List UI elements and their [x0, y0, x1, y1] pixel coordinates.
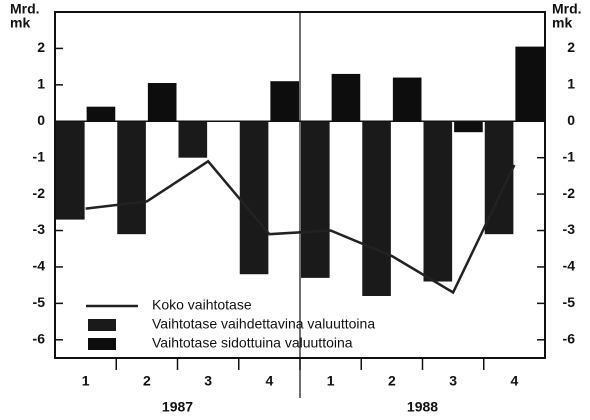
- bar: [331, 73, 361, 122]
- bar: [178, 121, 208, 158]
- bar: [301, 121, 330, 278]
- y-tick-label: -1: [33, 148, 46, 164]
- x-tick-label: 4: [510, 373, 518, 389]
- legend-swatch: [88, 319, 116, 331]
- y-axis-label-right: mk: [552, 15, 572, 31]
- y-tick-label: -6: [33, 330, 46, 346]
- y-tick-label: 1: [37, 76, 45, 92]
- y-tick-label-right: -2: [563, 185, 576, 201]
- y-tick-label-right: 0: [567, 112, 575, 128]
- bar: [423, 121, 453, 282]
- bar: [56, 121, 85, 220]
- y-tick-label-right: -4: [563, 258, 576, 274]
- x-tick-label: 1: [327, 373, 335, 389]
- bar: [454, 121, 483, 133]
- y-tick-label: -4: [33, 258, 46, 274]
- bar: [515, 46, 544, 122]
- x-group-label: 1987: [162, 399, 193, 415]
- legend-label: Koko vaihtotase: [152, 297, 252, 313]
- y-tick-label-right: 2: [567, 39, 575, 55]
- x-tick-label: 4: [265, 373, 273, 389]
- x-tick-label: 1: [82, 373, 90, 389]
- y-tick-label-right: -3: [563, 221, 576, 237]
- y-tick-label-right: -1: [563, 148, 576, 164]
- x-tick-label: 2: [143, 373, 151, 389]
- y-tick-label: -3: [33, 221, 46, 237]
- y-tick-label-right: 1: [567, 76, 575, 92]
- x-tick-label: 3: [204, 373, 212, 389]
- y-axis-label: Mrd.: [10, 1, 40, 17]
- y-tick-label-right: -5: [563, 294, 576, 310]
- y-axis-label-right: Mrd.: [552, 1, 582, 17]
- x-group-label: 1988: [407, 399, 438, 415]
- bar: [362, 121, 391, 300]
- y-axis-label: mk: [10, 15, 30, 31]
- legend-swatch: [88, 338, 116, 350]
- y-tick-label: -5: [33, 294, 46, 310]
- bar: [239, 121, 269, 275]
- bar: [147, 83, 177, 122]
- legend-box: [78, 296, 478, 356]
- bar: [392, 77, 422, 122]
- bar: [117, 121, 146, 235]
- x-tick-label: 3: [449, 373, 457, 389]
- legend-label: Vaihtotase sidottuina valuuttoina: [152, 335, 353, 351]
- bar: [270, 81, 299, 122]
- legend-label: Vaihtotase vaihdettavina valuuttoina: [152, 316, 375, 332]
- y-tick-label-right: -6: [563, 330, 576, 346]
- y-tick-label: 0: [37, 112, 45, 128]
- y-tick-label: 2: [37, 39, 45, 55]
- y-tick-label: -2: [33, 185, 46, 201]
- x-tick-label: 2: [388, 373, 396, 389]
- bar: [86, 106, 116, 122]
